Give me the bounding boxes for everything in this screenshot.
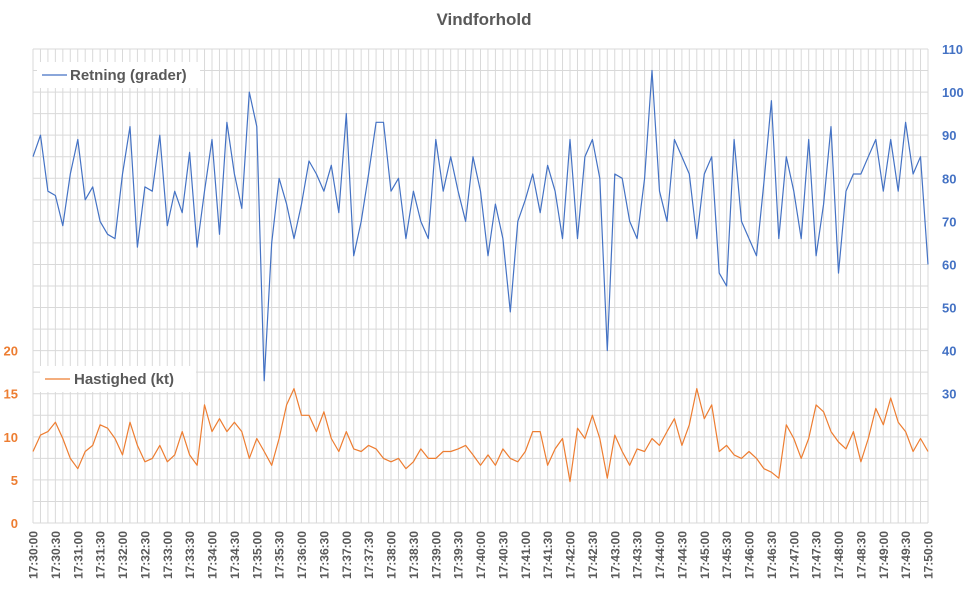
legend-retning: Retning (grader) <box>37 62 200 88</box>
x-axis-tick-label: 17:39:30 <box>452 531 466 579</box>
right-axis-tick-label: 30 <box>942 387 956 402</box>
right-axis-tick-label: 50 <box>942 301 956 316</box>
left-axis-tick-label: 10 <box>4 430 18 445</box>
right-axis-tick-label: 110 <box>942 42 963 57</box>
x-axis-tick-label: 17:41:00 <box>519 531 533 579</box>
x-axis-ticks: 17:30:00 17:30:30 17:31:00 17:31:30 17:32:00… <box>27 531 936 579</box>
x-axis-tick-label: 17:33:00 <box>161 531 175 579</box>
x-axis-tick-label: 17:32:00 <box>116 531 130 579</box>
x-axis-tick-label: 17:41:30 <box>541 531 555 579</box>
x-axis-tick-label: 17:34:30 <box>228 531 242 579</box>
x-axis-tick-label: 17:47:00 <box>787 531 801 579</box>
left-axis-tick-label: 5 <box>11 473 18 488</box>
legend-hastighed-label: Hastighed (kt) <box>74 371 174 388</box>
left-axis-tick-label: 15 <box>4 387 18 402</box>
right-axis-ticks: 30 40 50 60 70 80 90 100 110 <box>942 42 964 402</box>
x-axis-tick-label: 17:48:30 <box>854 531 868 579</box>
chart-title: Vindforhold <box>436 10 531 29</box>
x-axis-tick-label: 17:30:00 <box>27 531 41 579</box>
x-axis-tick-label: 17:44:30 <box>675 531 689 579</box>
left-axis-ticks: 0 5 10 15 20 <box>4 344 18 531</box>
x-axis-tick-label: 17:31:00 <box>71 531 85 579</box>
right-axis-tick-label: 80 <box>942 171 956 186</box>
right-axis-tick-label: 40 <box>942 344 956 359</box>
right-axis-tick-label: 60 <box>942 257 956 272</box>
x-axis-tick-label: 17:48:00 <box>832 531 846 579</box>
x-axis-tick-label: 17:40:00 <box>474 531 488 579</box>
series-lines <box>32 69 929 483</box>
x-axis-tick-label: 17:47:30 <box>810 531 824 579</box>
x-axis-tick-label: 17:42:00 <box>564 531 578 579</box>
x-axis-tick-label: 17:50:00 <box>922 531 936 579</box>
series-line-hastighed <box>32 388 929 483</box>
x-axis-tick-label: 17:49:30 <box>899 531 913 579</box>
x-axis-tick-label: 17:36:00 <box>295 531 309 579</box>
x-axis-tick-label: 17:36:30 <box>317 531 331 579</box>
x-axis-tick-label: 17:32:30 <box>138 531 152 579</box>
x-axis-tick-label: 17:38:00 <box>385 531 399 579</box>
legend-retning-label: Retning (grader) <box>70 67 187 84</box>
left-axis-tick-label: 20 <box>4 344 18 359</box>
x-axis-tick-label: 17:30:30 <box>49 531 63 579</box>
series-line-retning <box>32 69 929 382</box>
x-axis-tick-label: 17:35:00 <box>250 531 264 579</box>
x-axis-tick-label: 17:33:30 <box>183 531 197 579</box>
left-axis-tick-label: 0 <box>11 516 18 531</box>
right-axis-tick-label: 70 <box>942 214 956 229</box>
x-axis-tick-label: 17:43:30 <box>631 531 645 579</box>
x-axis-tick-label: 17:31:30 <box>94 531 108 579</box>
right-axis-tick-label: 90 <box>942 128 956 143</box>
x-axis-tick-label: 17:46:00 <box>743 531 757 579</box>
right-axis-tick-label: 100 <box>942 85 964 100</box>
x-axis-tick-label: 17:37:00 <box>340 531 354 579</box>
x-axis-tick-label: 17:42:30 <box>586 531 600 579</box>
x-axis-tick-label: 17:38:30 <box>407 531 421 579</box>
x-axis-tick-label: 17:46:30 <box>765 531 779 579</box>
x-axis-tick-label: 17:45:00 <box>698 531 712 579</box>
x-axis-tick-label: 17:34:00 <box>206 531 220 579</box>
x-axis-tick-label: 17:43:00 <box>608 531 622 579</box>
x-axis-tick-label: 17:40:30 <box>496 531 510 579</box>
legend-hastighed: Hastighed (kt) <box>40 366 196 392</box>
x-axis-tick-label: 17:35:30 <box>273 531 287 579</box>
x-axis-tick-label: 17:49:00 <box>877 531 891 579</box>
x-axis-tick-label: 17:37:30 <box>362 531 376 579</box>
x-axis-tick-label: 17:45:30 <box>720 531 734 579</box>
x-axis-tick-label: 17:39:00 <box>429 531 443 579</box>
x-axis-tick-label: 17:44:00 <box>653 531 667 579</box>
gridlines <box>32 48 929 524</box>
